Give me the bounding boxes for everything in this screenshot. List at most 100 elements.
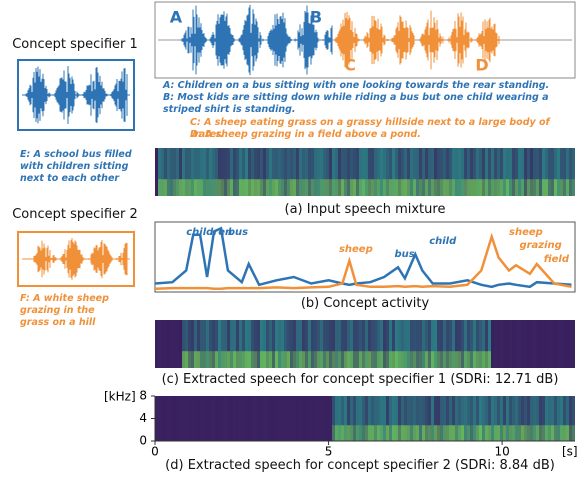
spectrogram-column bbox=[164, 320, 167, 368]
spectrogram-column bbox=[467, 396, 470, 441]
spectrogram-column bbox=[374, 148, 377, 196]
spectrogram-band bbox=[275, 351, 278, 368]
spectrogram-band bbox=[515, 179, 518, 196]
spectrogram-column bbox=[290, 320, 293, 368]
spectrogram-column bbox=[380, 148, 383, 196]
spectrogram-column bbox=[506, 148, 509, 196]
spectrogram-column bbox=[497, 320, 500, 368]
caption: (d) Extracted speech for concept specifi… bbox=[165, 458, 555, 473]
spectrogram-band bbox=[365, 179, 368, 196]
spectrogram-column bbox=[416, 320, 419, 368]
activity-annotation: grazing bbox=[519, 240, 561, 251]
spectrogram-band bbox=[350, 351, 353, 368]
spectrogram-column bbox=[524, 148, 527, 196]
spectrogram-column bbox=[521, 320, 524, 368]
spectrogram-band bbox=[479, 179, 482, 196]
spectrogram-column bbox=[443, 320, 446, 368]
spectrogram-column bbox=[536, 320, 539, 368]
spectrogram-column bbox=[209, 320, 212, 368]
spectrogram-column bbox=[251, 320, 254, 368]
waveform bbox=[180, 4, 333, 76]
spectrogram-column bbox=[305, 320, 308, 368]
spectrogram-band bbox=[434, 351, 437, 368]
spectrogram-band bbox=[407, 179, 410, 196]
spectrogram-band bbox=[179, 179, 182, 196]
spectrogram-band bbox=[425, 351, 428, 368]
spectrogram-band bbox=[572, 179, 575, 196]
spectrogram-band bbox=[494, 425, 497, 441]
spectrogram-band bbox=[455, 351, 458, 368]
spectrogram-column bbox=[296, 320, 299, 368]
spectrogram-column bbox=[377, 320, 380, 368]
spectrogram-column bbox=[428, 320, 431, 368]
spectrogram-column bbox=[554, 396, 557, 441]
spectrogram-band bbox=[464, 351, 467, 368]
spectrogram-band bbox=[476, 351, 479, 368]
spectrogram-band bbox=[287, 179, 290, 196]
spectrogram-band bbox=[350, 179, 353, 196]
spectrogram-column bbox=[449, 396, 452, 441]
spectrogram-band bbox=[233, 351, 236, 368]
spectrogram-band bbox=[311, 351, 314, 368]
spectrogram-band bbox=[428, 425, 431, 441]
spectrogram-column bbox=[236, 148, 239, 196]
spectrogram-column bbox=[404, 148, 407, 196]
spectrogram-column bbox=[251, 396, 254, 441]
spectrogram-column bbox=[302, 320, 305, 368]
spectrogram-band bbox=[395, 179, 398, 196]
spectrogram-band bbox=[410, 179, 413, 196]
spectrogram-column bbox=[383, 320, 386, 368]
spectrogram-column bbox=[323, 396, 326, 441]
spectrogram-column bbox=[434, 396, 437, 441]
spectrogram-band bbox=[503, 425, 506, 441]
spectrogram-column bbox=[311, 320, 314, 368]
spectrogram-column bbox=[287, 396, 290, 441]
spectrogram-band bbox=[443, 351, 446, 368]
spectrogram-column bbox=[530, 396, 533, 441]
spectrogram-column bbox=[164, 148, 167, 196]
spectrogram-band bbox=[452, 179, 455, 196]
spectrogram-column bbox=[548, 396, 551, 441]
spectrogram-column bbox=[449, 148, 452, 196]
spectrogram-band bbox=[227, 351, 230, 368]
spectrogram-band bbox=[284, 351, 287, 368]
spectrogram-band bbox=[215, 179, 218, 196]
spectrogram-band bbox=[335, 351, 338, 368]
spectrogram-band bbox=[458, 179, 461, 196]
spectrogram-band bbox=[449, 179, 452, 196]
spectrogram-column bbox=[215, 396, 218, 441]
spectrogram-band bbox=[431, 179, 434, 196]
spectrogram-column bbox=[170, 396, 173, 441]
spectrogram-band bbox=[347, 351, 350, 368]
spectrogram-column bbox=[296, 396, 299, 441]
spectrogram-column bbox=[563, 148, 566, 196]
spectrogram-band bbox=[182, 351, 185, 368]
spectrogram-column bbox=[314, 320, 317, 368]
spectrogram-column bbox=[308, 320, 311, 368]
spectrogram-column bbox=[191, 148, 194, 196]
spectrogram-column bbox=[362, 396, 365, 441]
spectrogram-column bbox=[254, 148, 257, 196]
spectrogram-band bbox=[272, 351, 275, 368]
spectrogram-band bbox=[404, 351, 407, 368]
spectrogram-band bbox=[509, 179, 512, 196]
spectrogram-band bbox=[557, 425, 560, 441]
spectrogram-column bbox=[185, 320, 188, 368]
spectrogram-column bbox=[239, 396, 242, 441]
spectrogram-column bbox=[332, 396, 335, 441]
spectrogram-column bbox=[194, 320, 197, 368]
spectrogram-column bbox=[422, 396, 425, 441]
spectrogram-column bbox=[299, 396, 302, 441]
spectrogram-band bbox=[539, 179, 542, 196]
spectrogram-column bbox=[545, 320, 548, 368]
spectrogram-band bbox=[194, 351, 197, 368]
spectrogram-band bbox=[383, 179, 386, 196]
spectrogram-band bbox=[197, 351, 200, 368]
spectrogram-column bbox=[206, 148, 209, 196]
spectrogram-column bbox=[203, 396, 206, 441]
spectrogram-column bbox=[431, 320, 434, 368]
spectrogram-column bbox=[263, 396, 266, 441]
spectrogram-band bbox=[530, 425, 533, 441]
spectrogram-band bbox=[374, 425, 377, 441]
spectrogram-column bbox=[185, 396, 188, 441]
